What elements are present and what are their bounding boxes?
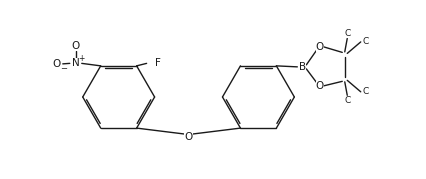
Text: O: O [52, 59, 61, 69]
Text: F: F [154, 58, 160, 68]
Text: C: C [362, 37, 368, 46]
Text: B: B [298, 62, 305, 72]
Text: O: O [315, 42, 323, 52]
Text: N: N [72, 58, 79, 68]
Text: C: C [343, 96, 350, 105]
Text: C: C [343, 29, 350, 38]
Text: O: O [72, 41, 80, 51]
Text: O: O [184, 132, 192, 142]
Text: +: + [78, 54, 84, 63]
Text: −: − [60, 64, 66, 73]
Text: C: C [362, 87, 368, 96]
Text: O: O [315, 81, 323, 91]
